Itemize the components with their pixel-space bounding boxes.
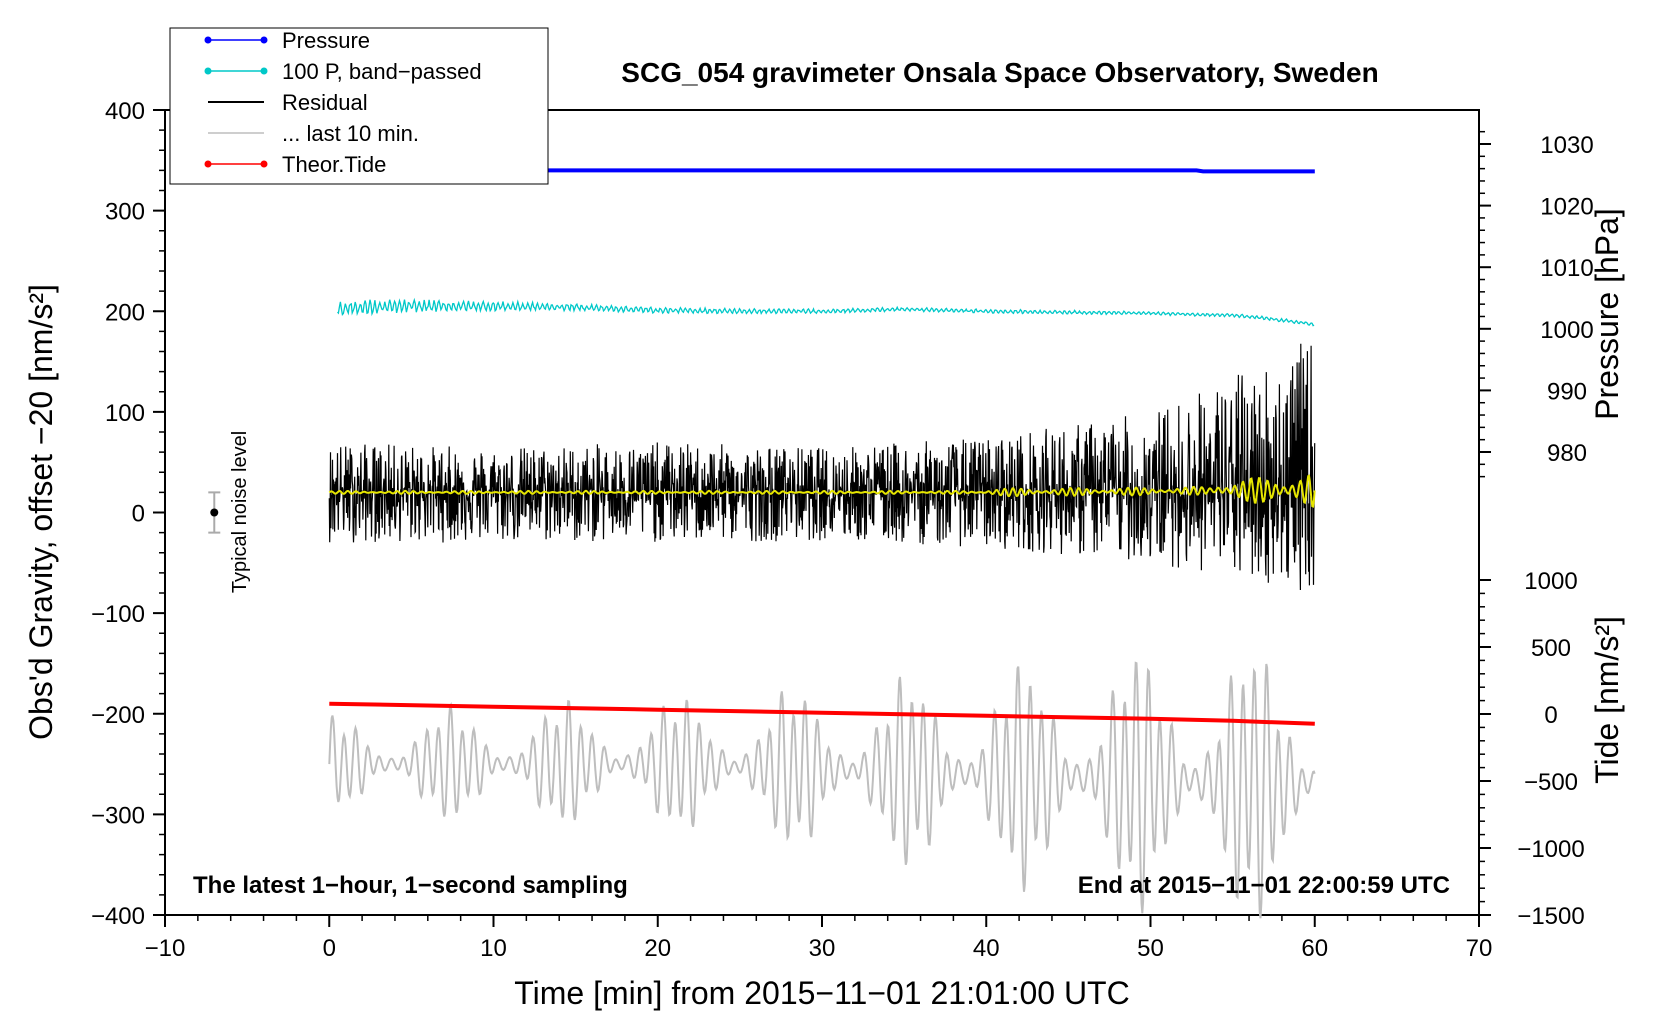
x-tick-label: 10 xyxy=(480,935,507,962)
series-pressure-band-passed xyxy=(337,297,1315,327)
pressure-tick-label: 1000 xyxy=(1540,317,1593,344)
legend-box xyxy=(169,27,549,185)
y-tick-label: −100 xyxy=(91,601,145,628)
y-axis-label: Obs'd Gravity, offset −20 [nm/s²] xyxy=(23,284,59,740)
x-tick-label: −10 xyxy=(145,935,186,962)
series-residual-smoothed xyxy=(328,474,1316,508)
tide-line xyxy=(329,701,1315,726)
y-tick-label: 400 xyxy=(105,98,145,125)
pressure-tick-label: 980 xyxy=(1547,440,1587,467)
legend: Pressure 100 P, band−passed Residual ... la… xyxy=(169,27,549,185)
y-tick-label: −300 xyxy=(91,802,145,829)
legend-marker xyxy=(260,67,268,75)
pressure-tick-label: 1010 xyxy=(1540,255,1593,282)
x-tick-label: 70 xyxy=(1466,935,1493,962)
y-axis-left: 400 300 200 100 0 −100 −200 −300 −400 xyxy=(91,98,165,930)
legend-label: Theor.Tide xyxy=(282,152,386,177)
noise-bar-dot xyxy=(210,508,219,517)
y-tick-label: −200 xyxy=(91,702,145,729)
y-tick-label: −400 xyxy=(91,903,145,930)
pressure-tick-label: 990 xyxy=(1547,378,1587,405)
tide-tick-label: 0 xyxy=(1544,702,1557,729)
residual-line xyxy=(328,343,1316,591)
tide-tick-label: −500 xyxy=(1524,769,1578,796)
chart-title: SCG_054 gravimeter Onsala Space Observat… xyxy=(621,57,1378,88)
legend-marker xyxy=(204,36,212,44)
tide-tick-label: 1000 xyxy=(1524,568,1577,595)
tide-axis-label: Tide [nm/s²] xyxy=(1589,616,1625,784)
pressure-tick-label: 1030 xyxy=(1540,132,1593,159)
legend-marker xyxy=(204,67,212,75)
tide-tick-label: −1000 xyxy=(1517,836,1584,863)
residual-smoothed-line xyxy=(328,474,1316,508)
x-axis-label: Time [min] from 2015−11−01 21:01:00 UTC xyxy=(514,975,1129,1011)
y-axis-tide: 1000 500 0 −500 −1000 −1500 xyxy=(1479,568,1585,930)
series-theor-tide xyxy=(329,701,1315,726)
last-10-min-line xyxy=(328,661,1316,919)
legend-marker xyxy=(204,160,212,168)
legend-marker xyxy=(260,160,268,168)
x-tick-label: 50 xyxy=(1137,935,1164,962)
legend-label: Pressure xyxy=(282,28,370,53)
y-tick-label: 200 xyxy=(105,299,145,326)
band-passed-line xyxy=(337,297,1315,327)
x-axis: −10 0 10 20 30 40 50 60 70 xyxy=(145,915,1493,962)
x-tick-label: 0 xyxy=(323,935,336,962)
noise-level-indicator xyxy=(208,491,221,534)
legend-label: Residual xyxy=(282,90,368,115)
x-tick-label: 40 xyxy=(973,935,1000,962)
pressure-axis-label: Pressure [hPa] xyxy=(1589,208,1625,420)
x-tick-label: 20 xyxy=(644,935,671,962)
annotation-end-time: End at 2015−11−01 22:00:59 UTC xyxy=(1078,872,1450,899)
pressure-tick-label: 1020 xyxy=(1540,194,1593,221)
y-tick-label: 0 xyxy=(132,501,145,528)
y-axis-pressure: 1030 1020 1010 1000 990 980 xyxy=(1479,130,1594,478)
x-tick-label: 30 xyxy=(809,935,836,962)
legend-marker xyxy=(260,36,268,44)
tide-tick-label: −1500 xyxy=(1517,903,1584,930)
x-tick-label: 60 xyxy=(1301,935,1328,962)
legend-label: 100 P, band−passed xyxy=(282,59,482,84)
annotation-sampling: The latest 1−hour, 1−second sampling xyxy=(193,872,628,899)
series-residual xyxy=(328,343,1316,591)
y-tick-label: 300 xyxy=(105,199,145,226)
tide-tick-label: 500 xyxy=(1531,635,1571,662)
noise-level-label: Typical noise level xyxy=(229,431,251,593)
y-tick-label: 100 xyxy=(105,400,145,427)
series-last-10-min xyxy=(328,661,1316,919)
legend-label: ... last 10 min. xyxy=(282,121,419,146)
